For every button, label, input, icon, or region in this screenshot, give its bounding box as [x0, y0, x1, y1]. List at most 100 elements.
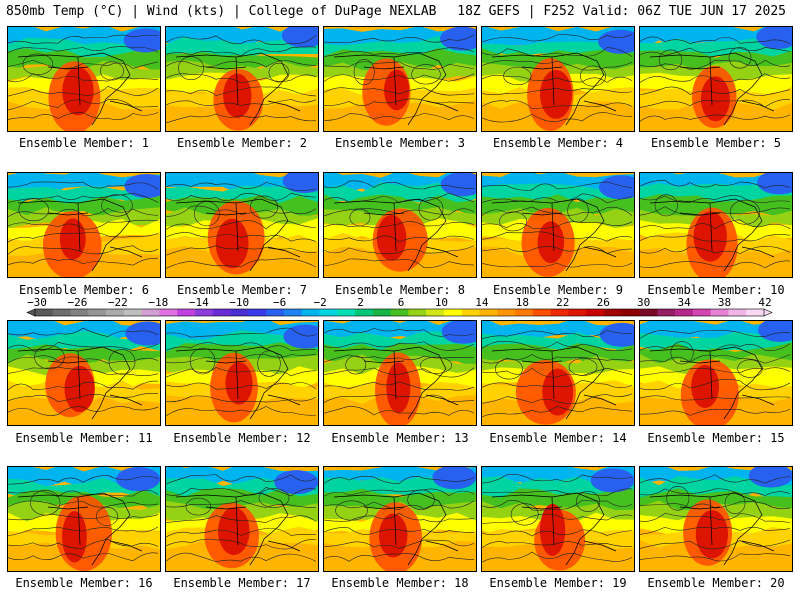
colorbar-tick-label: 18 [516, 297, 529, 309]
temperature-band [8, 194, 160, 219]
height-contour [482, 379, 633, 389]
colorbar-cell [692, 309, 711, 316]
coastline-borders [17, 492, 143, 566]
colorbar-cell [479, 309, 498, 316]
height-contour [8, 85, 159, 97]
height-contour [166, 552, 317, 563]
height-contour [640, 234, 791, 242]
heat-core [693, 211, 727, 262]
height-contour [8, 341, 159, 352]
coastline-borders [649, 492, 775, 566]
colorbar-cell [461, 309, 480, 316]
temperature-map [324, 467, 476, 571]
height-contour [640, 114, 791, 122]
colorbar-cell [603, 309, 623, 316]
colorbar-cell [746, 309, 765, 316]
colorbar-cell [212, 309, 231, 316]
height-contour [640, 395, 791, 401]
ensemble-member-caption: Ensemble Member: 19 [489, 576, 627, 590]
height-contour [482, 193, 633, 204]
height-contour [8, 112, 159, 121]
height-contour [8, 366, 159, 376]
closed-contour [499, 211, 528, 232]
height-contour [166, 245, 317, 256]
colorbar-cell [515, 309, 534, 316]
height-contour [640, 260, 791, 269]
coastline-borders [175, 346, 301, 420]
temperature-map [166, 27, 318, 131]
height-contour [482, 262, 633, 268]
closed-contour [185, 497, 212, 516]
height-contour [324, 354, 475, 363]
height-contour [8, 208, 159, 217]
coastline-borders [333, 198, 459, 272]
closed-contour [579, 65, 606, 87]
height-contour [640, 474, 791, 484]
closed-contour [654, 194, 678, 217]
height-contour [640, 206, 791, 216]
closed-contour [335, 500, 368, 521]
height-contour [166, 538, 317, 550]
cold-region [598, 175, 634, 200]
colorbar-cell [159, 309, 178, 316]
coastline-borders [333, 346, 459, 420]
colorbar-cell [35, 309, 54, 316]
closed-contour [411, 64, 441, 85]
height-contour [166, 500, 317, 508]
coastline-borders [175, 52, 301, 126]
ensemble-member-caption: Ensemble Member: 13 [331, 431, 469, 445]
temperature-map [324, 27, 476, 131]
height-contour [640, 73, 791, 83]
height-contour [8, 46, 159, 53]
height-contour [640, 512, 791, 523]
coastline-borders [649, 198, 775, 272]
heat-core [378, 513, 408, 558]
closed-contour [567, 198, 589, 223]
height-contour [482, 246, 633, 254]
temperature-band [640, 488, 792, 514]
closed-contour [99, 61, 124, 81]
height-contour [166, 99, 317, 106]
closed-contour [249, 195, 279, 219]
temperature-map [324, 321, 476, 425]
closed-contour [189, 347, 216, 375]
height-contour [640, 195, 791, 204]
ensemble-map-panel [7, 466, 161, 572]
colorbar-tick-label: −2 [313, 297, 326, 309]
ensemble-member-caption: Ensemble Member: 1 [18, 136, 150, 150]
temperature-band [8, 186, 160, 208]
height-contour [324, 235, 475, 243]
temperature-map [482, 467, 634, 571]
heat-core [376, 215, 407, 261]
ensemble-map-panel [481, 466, 635, 572]
height-contour [324, 341, 475, 351]
height-contour [166, 382, 317, 390]
colorbar-cell [657, 309, 676, 316]
height-contour [166, 182, 317, 191]
colorbar-tick-label: 6 [398, 297, 405, 309]
colorbar-cell [337, 309, 356, 316]
ensemble-member-caption: Ensemble Member: 2 [176, 136, 308, 150]
height-contour [640, 354, 791, 364]
coastline-borders [649, 346, 775, 420]
height-contour [324, 405, 475, 416]
height-contour [8, 181, 159, 190]
ensemble-map-panel [323, 172, 477, 278]
height-contour [482, 59, 633, 71]
temperature-map [482, 173, 634, 277]
heat-core [62, 511, 87, 563]
height-contour [8, 219, 159, 230]
height-contour [8, 500, 159, 508]
height-contour [324, 475, 475, 484]
height-contour [324, 512, 475, 523]
colorbar-cell [355, 309, 374, 316]
colorbar-outline [34, 308, 765, 317]
ensemble-member-caption: Ensemble Member: 5 [650, 136, 782, 150]
colorbar-cell [443, 309, 463, 316]
cold-region [283, 324, 318, 349]
ensemble-member-caption: Ensemble Member: 14 [489, 431, 627, 445]
coastline-borders [333, 52, 459, 126]
cold-region [440, 173, 476, 197]
ensemble-map-panel [7, 320, 161, 426]
colorbar-cell [675, 309, 694, 316]
